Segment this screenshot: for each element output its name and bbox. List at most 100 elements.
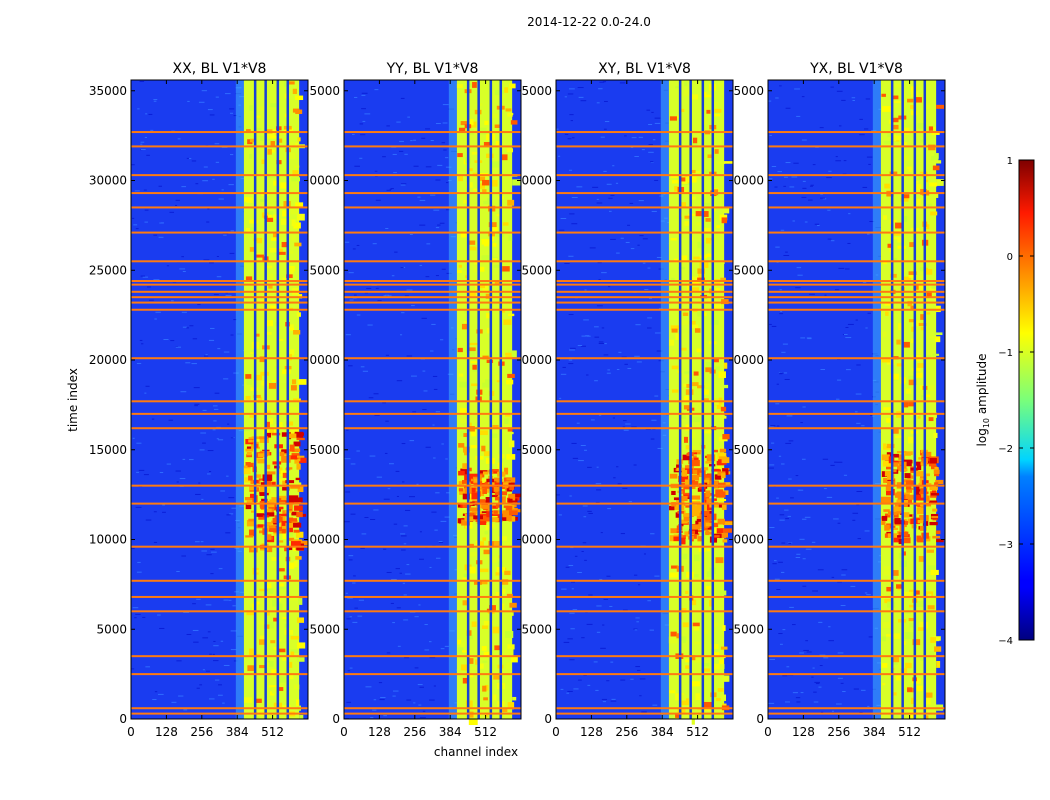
flagged-time-line bbox=[768, 484, 945, 487]
heatmap-cell bbox=[706, 109, 711, 114]
heatmap-cell bbox=[909, 604, 915, 608]
heatmap-cell bbox=[810, 184, 814, 186]
heatmap-cell bbox=[345, 592, 348, 594]
heatmap-cell bbox=[409, 496, 416, 498]
heatmap-cell bbox=[383, 548, 387, 550]
heatmap-cell bbox=[510, 655, 518, 663]
heatmap-cell bbox=[132, 437, 135, 439]
heatmap-cell bbox=[289, 327, 294, 331]
heatmap-cell bbox=[505, 108, 512, 112]
heatmap-cell bbox=[702, 312, 707, 317]
heatmap-cell bbox=[723, 490, 729, 495]
heatmap-cell bbox=[290, 649, 300, 653]
heatmap-cell bbox=[232, 605, 236, 607]
heatmap-cell bbox=[256, 254, 264, 258]
heatmap-cell bbox=[671, 389, 679, 393]
y-tick-label: 0000 bbox=[733, 174, 764, 188]
heatmap-cell bbox=[683, 516, 690, 522]
heatmap-cell bbox=[569, 213, 575, 215]
heatmap-cell bbox=[588, 512, 593, 514]
heatmap-cell bbox=[197, 304, 201, 306]
heatmap-cell bbox=[705, 367, 712, 373]
dark-channel-line bbox=[901, 80, 904, 719]
heatmap-cell bbox=[845, 326, 849, 328]
heatmap-cell bbox=[908, 492, 917, 496]
heatmap-cell bbox=[298, 540, 308, 546]
heatmap-cell bbox=[859, 711, 863, 713]
heatmap-cell bbox=[909, 410, 916, 413]
heatmap-cell bbox=[568, 359, 573, 361]
heatmap-cell bbox=[820, 369, 826, 371]
heatmap-cell bbox=[401, 312, 405, 314]
heatmap-cell bbox=[144, 392, 147, 394]
heatmap-cell bbox=[806, 651, 812, 653]
heatmap-cell bbox=[259, 436, 269, 440]
heatmap-cell bbox=[265, 211, 274, 217]
flagged-time-line bbox=[768, 427, 945, 430]
heatmap-cell bbox=[668, 636, 678, 644]
heatmap-cell bbox=[802, 180, 806, 182]
heatmap-cell bbox=[467, 168, 473, 172]
heatmap-cell bbox=[812, 667, 815, 669]
heatmap-cell bbox=[245, 227, 252, 234]
x-tick-label: 0 bbox=[340, 725, 348, 739]
heatmap-cell bbox=[278, 603, 283, 611]
heatmap-cell bbox=[627, 224, 631, 226]
heatmap-cell bbox=[779, 643, 783, 645]
heatmap-cell bbox=[606, 680, 610, 682]
flagged-time-line bbox=[344, 484, 521, 487]
heatmap-cell bbox=[290, 651, 295, 656]
flagged-time-line bbox=[768, 192, 945, 195]
colorbar-tick-label: −2 bbox=[998, 444, 1013, 455]
heatmap-cell bbox=[175, 204, 178, 206]
y-tick-label: 0 bbox=[119, 712, 127, 726]
heatmap-cell bbox=[385, 294, 390, 296]
heatmap-cell bbox=[596, 305, 603, 307]
heatmap-cell bbox=[558, 229, 565, 231]
heatmap-cell bbox=[889, 171, 898, 176]
heatmap-cell bbox=[181, 256, 184, 258]
heatmap-cell bbox=[895, 535, 901, 539]
heatmap-cell bbox=[595, 501, 600, 503]
heatmap-cell bbox=[364, 516, 369, 518]
flagged-time-line bbox=[344, 231, 521, 234]
heatmap-cell bbox=[595, 483, 602, 485]
heatmap-cell bbox=[928, 417, 934, 422]
heatmap-cell bbox=[717, 518, 725, 525]
heatmap-cell bbox=[697, 311, 703, 317]
heatmap-cell bbox=[257, 397, 263, 404]
heatmap-cell bbox=[908, 375, 915, 379]
heatmap-cell bbox=[847, 323, 854, 325]
heatmap-cell bbox=[600, 647, 606, 649]
heatmap-cell bbox=[389, 188, 392, 190]
heatmap-cell bbox=[600, 532, 603, 534]
heatmap-cell bbox=[484, 684, 489, 691]
heatmap-cell bbox=[620, 237, 624, 239]
heatmap-cell bbox=[255, 698, 262, 703]
flagged-time-line bbox=[344, 206, 521, 209]
heatmap-cell bbox=[776, 383, 779, 385]
heatmap-cell bbox=[671, 565, 678, 569]
heatmap-cell bbox=[803, 649, 809, 651]
heatmap-cell bbox=[466, 182, 473, 188]
heatmap-cell bbox=[269, 525, 276, 529]
heatmap-cell bbox=[642, 238, 648, 240]
heatmap-cell bbox=[143, 474, 149, 476]
heatmap-cell bbox=[722, 206, 730, 214]
heatmap-cell bbox=[811, 676, 814, 678]
heatmap-cell bbox=[458, 264, 463, 268]
flagged-time-line bbox=[344, 707, 521, 710]
heatmap-cell bbox=[914, 503, 922, 507]
heatmap-cell bbox=[182, 458, 186, 460]
heatmap-cell bbox=[152, 699, 157, 701]
heatmap-cell bbox=[148, 113, 153, 115]
heatmap-cell bbox=[291, 448, 301, 453]
heatmap-cell bbox=[458, 488, 464, 492]
heatmap-cell bbox=[267, 273, 274, 280]
heatmap-cell bbox=[926, 224, 930, 230]
flagged-time-line bbox=[768, 174, 945, 177]
heatmap-cell bbox=[593, 326, 599, 328]
heatmap-cell bbox=[370, 717, 374, 719]
heatmap-cell bbox=[183, 709, 188, 711]
heatmap-cell bbox=[477, 470, 488, 474]
